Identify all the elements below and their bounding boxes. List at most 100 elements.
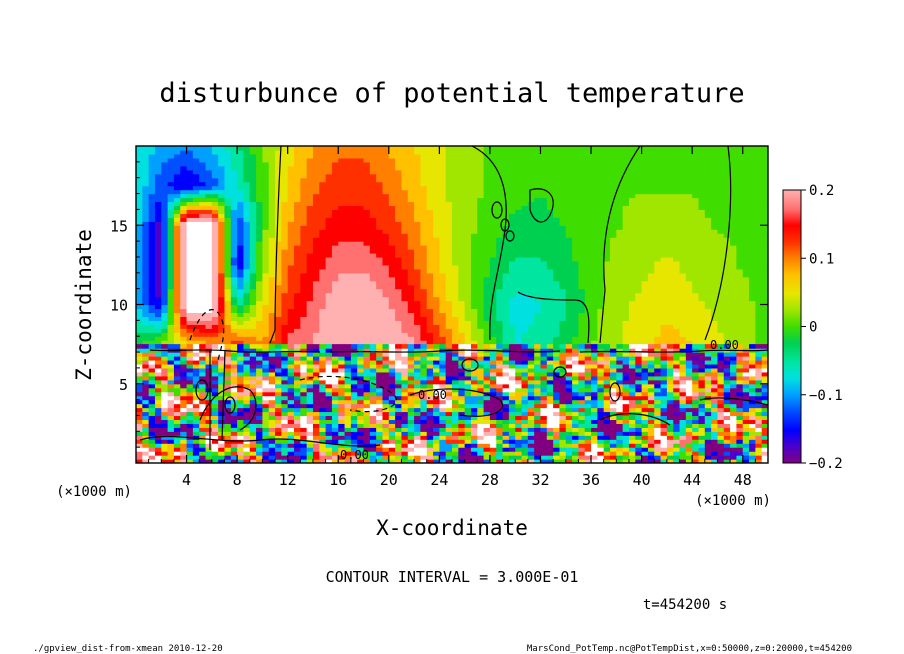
field-cell [540, 181, 548, 187]
field-cell [180, 245, 188, 250]
field-cell [647, 308, 655, 314]
field-cell [679, 225, 687, 230]
field-cell [230, 189, 238, 195]
field-cell [610, 249, 617, 254]
field-cell [666, 197, 674, 203]
field-cell [401, 324, 409, 329]
field-cell [559, 165, 567, 171]
field-cell [300, 249, 308, 254]
field-cell [749, 320, 756, 325]
field-cell [496, 249, 504, 254]
field-cell [502, 229, 510, 234]
field-cell [483, 296, 491, 302]
field-cell [173, 324, 181, 329]
field-cell [584, 288, 592, 294]
field-cell [211, 165, 219, 171]
field-cell [445, 272, 453, 278]
field-cell [142, 272, 150, 278]
field-cell [350, 201, 358, 207]
field-cell [578, 296, 586, 302]
field-cell [192, 276, 200, 282]
field-cell [154, 161, 162, 167]
field-cell [199, 300, 207, 306]
field-cell [723, 189, 731, 195]
field-cell [704, 189, 712, 195]
field-cell [230, 249, 238, 254]
field-cell [325, 320, 333, 325]
field-cell [199, 272, 207, 278]
field-cell [199, 157, 207, 163]
field-cell [578, 276, 586, 282]
field-cell [527, 201, 535, 207]
field-cell [654, 332, 662, 337]
field-cell [186, 149, 194, 155]
field-cell [395, 161, 403, 167]
field-cell [382, 233, 390, 238]
field-cell [666, 272, 674, 278]
field-cell [723, 217, 731, 222]
field-cell [591, 241, 598, 246]
field-cell [742, 316, 750, 321]
field-cell [584, 181, 592, 187]
field-cell [527, 328, 535, 333]
field-cell [458, 237, 466, 242]
field-cell [515, 169, 523, 175]
field-cell [673, 284, 681, 290]
field-cell [281, 284, 289, 290]
field-cell [230, 320, 238, 325]
field-cell [679, 264, 687, 270]
field-cell [426, 252, 434, 258]
field-cell [136, 165, 143, 171]
field-cell [395, 249, 403, 254]
field-cell [369, 316, 377, 321]
field-cell [350, 340, 358, 345]
field-cell [287, 264, 295, 270]
field-cell [148, 260, 156, 266]
field-cell [186, 146, 194, 151]
field-cell [679, 209, 687, 214]
field-cell [388, 300, 396, 306]
field-cell [685, 328, 693, 333]
field-cell [344, 284, 352, 290]
field-cell [148, 217, 156, 222]
field-cell [420, 225, 428, 230]
field-cell [388, 284, 396, 290]
field-cell [483, 201, 491, 207]
field-cell [224, 328, 232, 333]
field-cell [331, 308, 339, 314]
field-cell [262, 296, 270, 302]
field-cell [199, 181, 207, 187]
field-cell [192, 312, 200, 317]
field-cell [584, 197, 592, 203]
field-cell [673, 201, 681, 207]
field-cell [470, 165, 478, 171]
field-cell [382, 284, 390, 290]
field-cell [211, 296, 219, 302]
field-cell [730, 161, 737, 167]
field-cell [761, 300, 768, 306]
field-cell [237, 268, 245, 274]
field-cell [635, 209, 643, 214]
field-cell [275, 161, 282, 167]
field-cell [591, 249, 598, 254]
field-cell [508, 252, 516, 258]
field-cell [673, 276, 681, 282]
field-cell [534, 252, 542, 258]
field-cell [654, 233, 662, 238]
field-cell [641, 300, 649, 306]
field-cell [628, 181, 636, 187]
field-cell [331, 332, 339, 337]
field-cell [647, 153, 655, 159]
field-cell [616, 157, 624, 163]
field-cell [578, 300, 586, 306]
field-cell [553, 268, 561, 274]
field-cell [192, 221, 200, 226]
field-cell [622, 316, 630, 321]
field-cell [603, 193, 611, 199]
field-cell [439, 241, 447, 246]
field-cell [521, 328, 529, 333]
field-cell [641, 332, 649, 337]
field-cell [546, 328, 554, 333]
field-cell [755, 328, 763, 333]
field-cell [610, 260, 617, 266]
